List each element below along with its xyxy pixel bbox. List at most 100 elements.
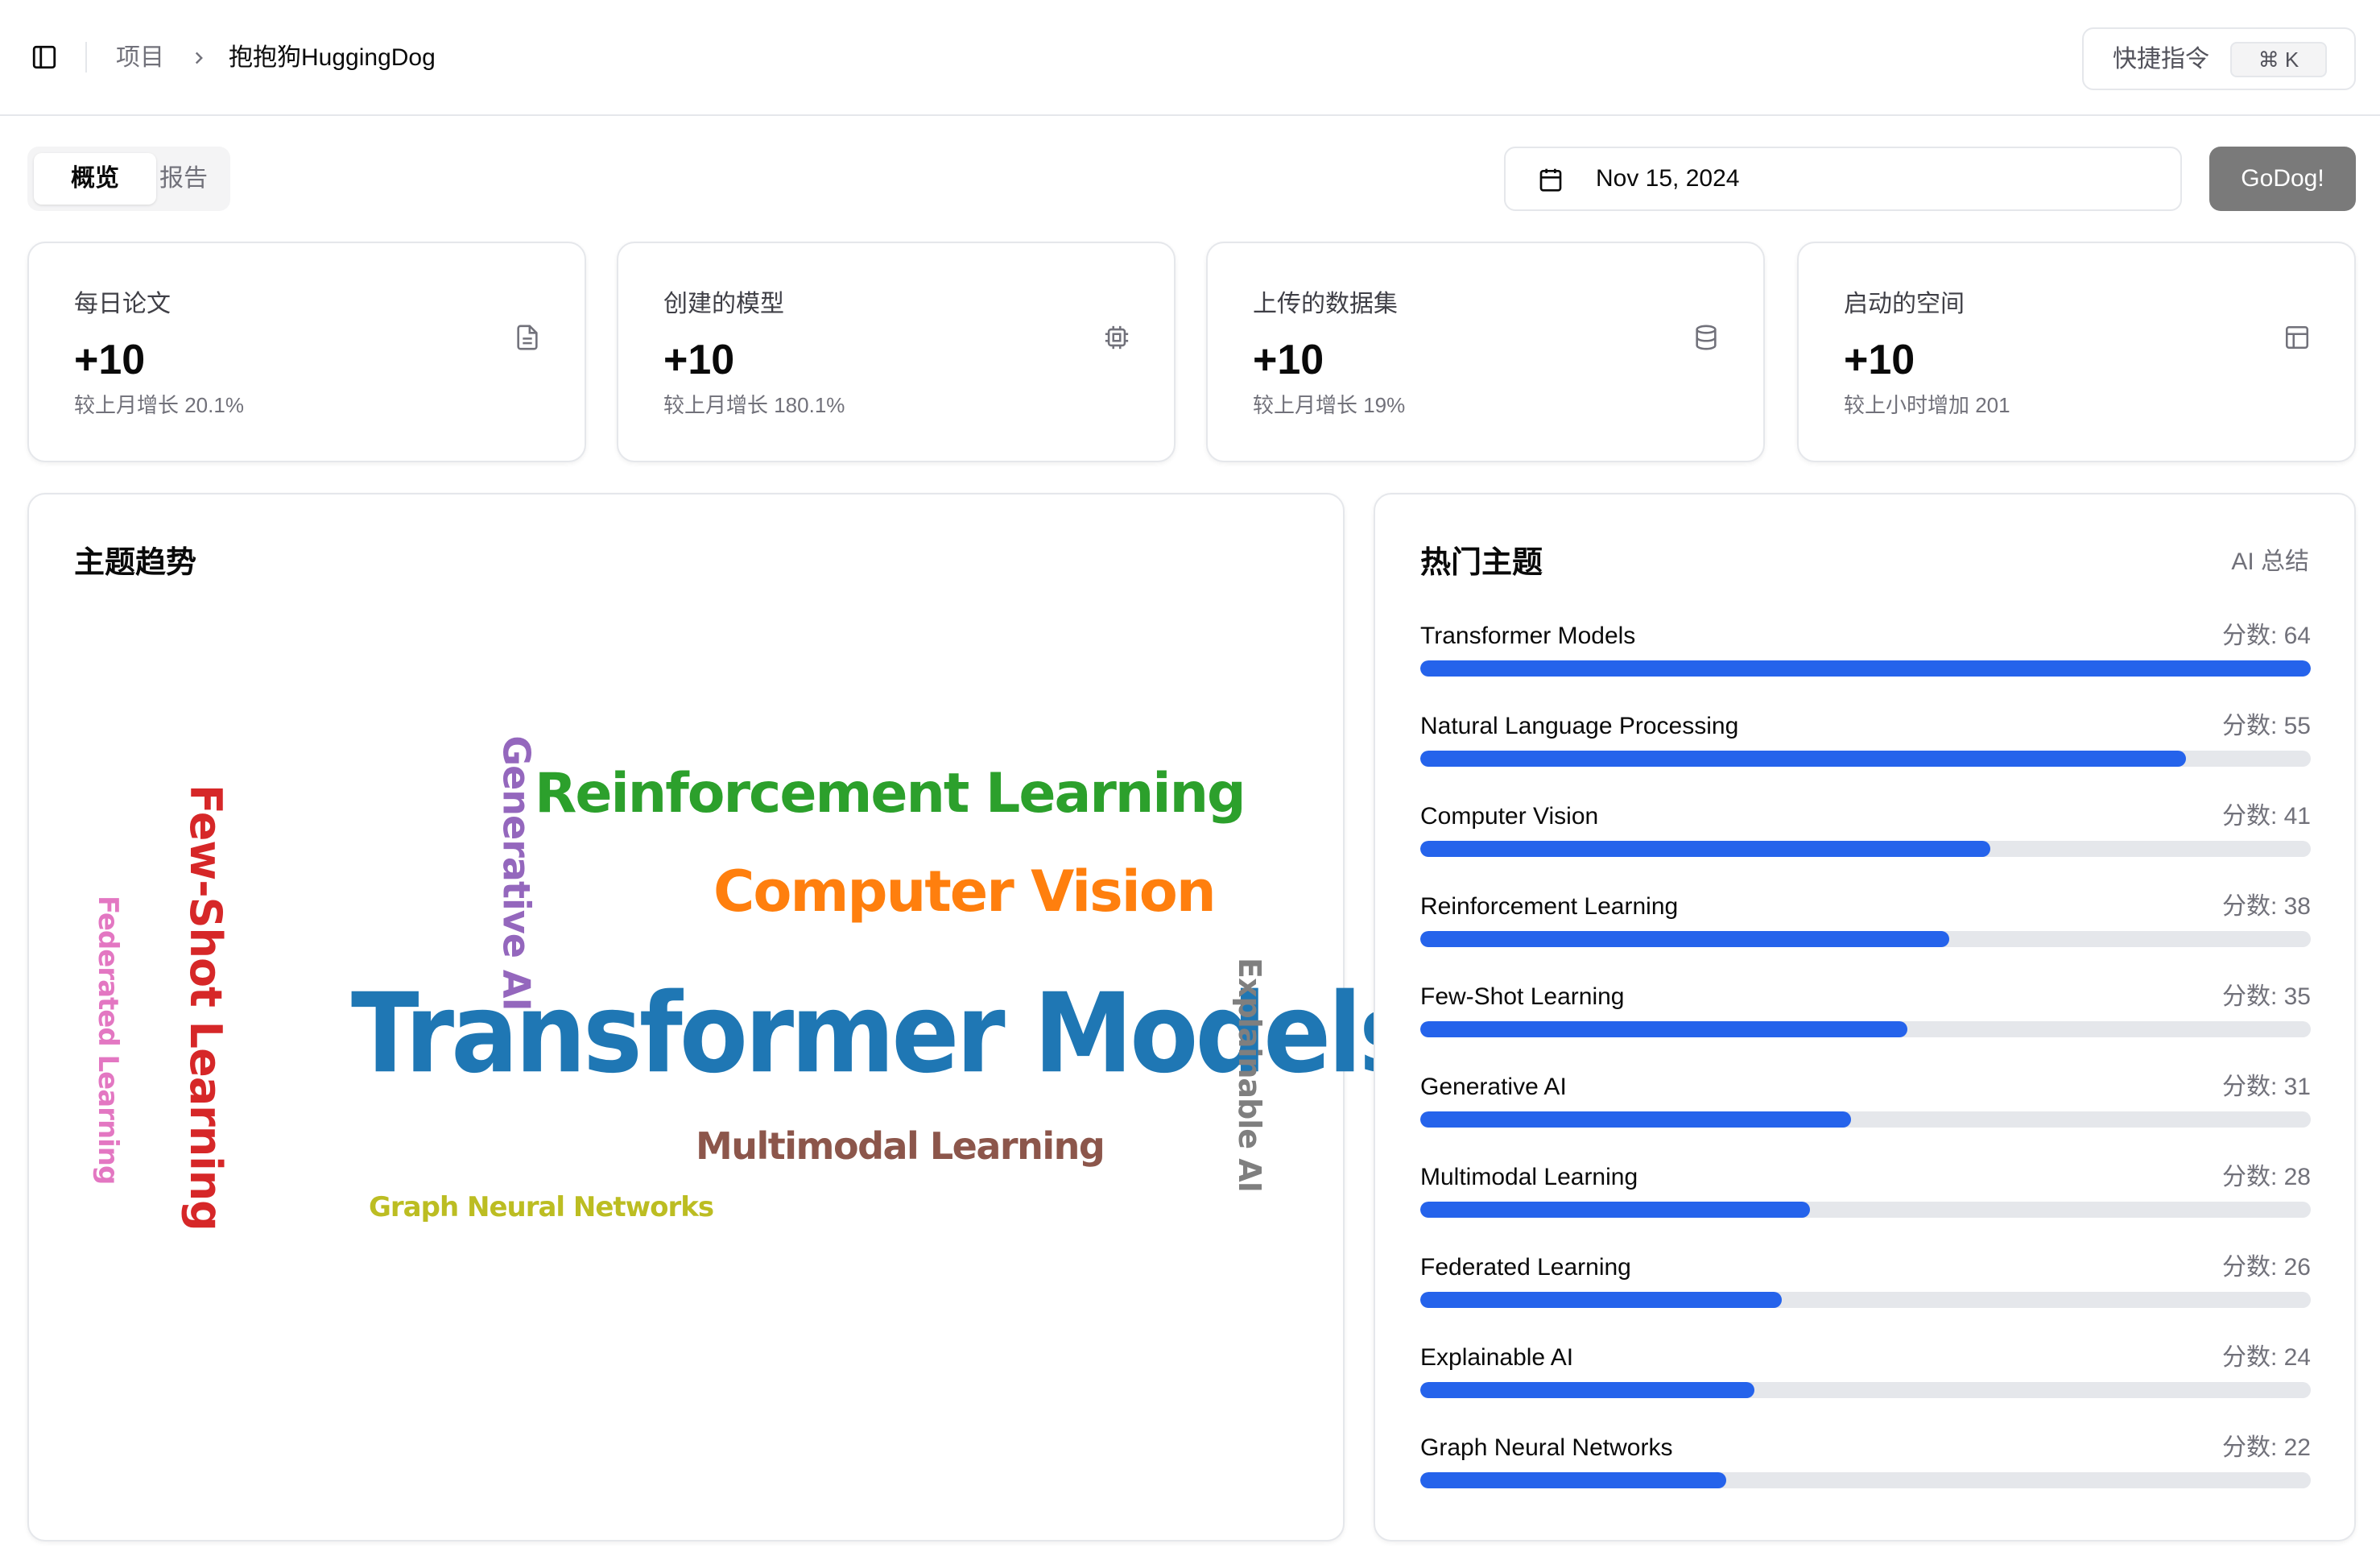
topic-row[interactable]: Natural Language Processing 分数: 55 [1420,710,2311,801]
score-bar-fill [1420,1382,1754,1398]
header-divider [85,42,87,72]
topic-name: Graph Neural Networks [1420,1434,1673,1461]
tab-overview[interactable]: 概览 [34,153,156,205]
card-title: 热门主题 [1420,546,1543,580]
stat-value: +10 [1844,337,1915,383]
topic-name: Few-Shot Learning [1420,983,1625,1010]
stat-value: +10 [74,337,146,383]
topic-score: 分数: 41 [2221,803,2311,830]
word-graph-neural-networks[interactable]: Graph Neural Networks [369,1191,714,1223]
score-bar-track [1420,841,2311,857]
score-bar-fill [1420,660,2311,677]
stat-change: 较上月增长 19% [1253,393,1406,417]
topic-name: Computer Vision [1420,803,1599,830]
score-bar-fill [1420,1472,1727,1488]
file-text-icon [517,325,538,350]
stat-card-models: 创建的模型 +10 较上月增长 180.1% [617,242,1176,462]
topic-name: Explainable AI [1420,1344,1574,1371]
stat-title: 每日论文 [74,291,171,317]
topic-trends-card: 主题趋势 Transformer Models Reinforcement Le… [27,493,1419,1542]
score-bar-fill [1420,841,1990,857]
topic-score: 分数: 22 [2221,1434,2311,1461]
command-palette-button[interactable]: 快捷指令 ⌘ K [2082,27,2356,90]
date-picker[interactable]: Nov 15, 2024 [1504,147,2182,211]
topic-name: Transformer Models [1420,623,1636,649]
topic-row[interactable]: Multimodal Learning 分数: 28 [1420,1161,2311,1252]
stat-value: +10 [1253,337,1324,383]
topic-score: 分数: 55 [2221,713,2311,739]
topic-row[interactable]: Generative AI 分数: 31 [1420,1071,2311,1161]
score-bar-fill [1420,1292,1783,1308]
top-header: 项目 抱抱狗HuggingDog 快捷指令 ⌘ K [0,0,2380,116]
stat-card-papers: 每日论文 +10 较上月增长 20.1% [27,242,586,462]
topic-row[interactable]: Federated Learning 分数: 26 [1420,1252,2311,1342]
topic-name: Natural Language Processing [1420,713,1739,739]
word-transformer-models[interactable]: Transformer Models [351,970,1419,1099]
sidebar-toggle-icon[interactable] [31,43,58,71]
ai-summary-link[interactable]: AI 总结 [2231,548,2309,575]
score-bar-track [1420,1021,2311,1037]
score-bar-track [1420,1382,2311,1398]
topic-score: 分数: 26 [2221,1254,2311,1281]
stat-card-spaces: 启动的空间 +10 较上小时增加 201 [1797,242,2356,462]
topic-score: 分数: 31 [2221,1074,2311,1100]
word-multimodal-learning[interactable]: Multimodal Learning [696,1124,1105,1168]
shortcut-kbd: ⌘ K [2230,42,2327,77]
topic-score: 分数: 38 [2221,893,2311,920]
stat-title: 上传的数据集 [1253,291,1398,317]
topic-row[interactable]: Transformer Models 分数: 64 [1420,620,2311,710]
stat-value: +10 [663,337,735,383]
go-button[interactable]: GoDog! [2209,147,2356,211]
word-computer-vision[interactable]: Computer Vision [713,859,1217,925]
score-bar-track [1420,931,2311,947]
topic-row[interactable]: Explainable AI 分数: 24 [1420,1342,2311,1432]
topic-row[interactable]: Computer Vision 分数: 41 [1420,801,2311,891]
score-bar-fill [1420,1202,1811,1218]
chevron-right-icon [195,52,203,64]
stat-card-datasets: 上传的数据集 +10 较上月增长 19% [1206,242,1765,462]
score-bar-track [1420,1292,2311,1308]
cpu-icon [1105,325,1129,350]
score-bar-track [1420,660,2311,677]
score-bar-fill [1420,1111,1852,1128]
score-bar-track [1420,751,2311,767]
topic-score: 分数: 35 [2221,983,2311,1010]
score-bar-track [1420,1472,2311,1488]
topic-name: Multimodal Learning [1420,1164,1638,1190]
topic-score: 分数: 24 [2221,1344,2311,1371]
card-title: 主题趋势 [74,546,197,580]
breadcrumb-current: 抱抱狗HuggingDog [229,44,436,71]
stat-title: 启动的空间 [1844,291,1965,317]
topic-row[interactable]: Graph Neural Networks 分数: 22 [1420,1432,2311,1522]
topic-score: 分数: 28 [2221,1164,2311,1190]
word-generative-ai[interactable]: Generative AI [494,735,539,1011]
score-bar-fill [1420,1021,1907,1037]
topic-name: Generative AI [1420,1074,1567,1100]
topic-row[interactable]: Few-Shot Learning 分数: 35 [1420,981,2311,1071]
command-label: 快捷指令 [2113,46,2209,72]
database-icon [1696,325,1717,350]
word-explainable-ai[interactable]: Explainable AI [1232,958,1267,1192]
view-tabs: 概览 报告 [27,147,230,211]
word-federated-learning[interactable]: Federated Learning [92,896,124,1185]
word-few-shot-learning[interactable]: Few-Shot Learning [180,784,231,1231]
calendar-icon [1539,168,1562,192]
stat-title: 创建的模型 [663,291,784,317]
tab-reports[interactable]: 报告 [159,165,208,192]
breadcrumb-projects[interactable]: 项目 [116,44,164,71]
score-bar-track [1420,1111,2311,1128]
score-bar-fill [1420,751,2187,767]
topic-name: Reinforcement Learning [1420,893,1679,920]
stat-change: 较上月增长 180.1% [663,393,845,417]
word-reinforcement-learning[interactable]: Reinforcement Learning [535,762,1246,826]
stat-change: 较上小时增加 201 [1844,393,2010,417]
layout-icon [2285,325,2309,350]
date-value: Nov 15, 2024 [1596,165,1740,192]
topic-row[interactable]: Reinforcement Learning 分数: 38 [1420,891,2311,981]
stat-change: 较上月增长 20.1% [74,393,244,417]
topic-name: Federated Learning [1420,1254,1631,1281]
hot-topics-card: 热门主题 AI 总结 Transformer Models 分数: 64 Nat… [1374,493,2356,1542]
score-bar-track [1420,1202,2311,1218]
topic-score: 分数: 64 [2221,623,2311,649]
score-bar-fill [1420,931,1949,947]
